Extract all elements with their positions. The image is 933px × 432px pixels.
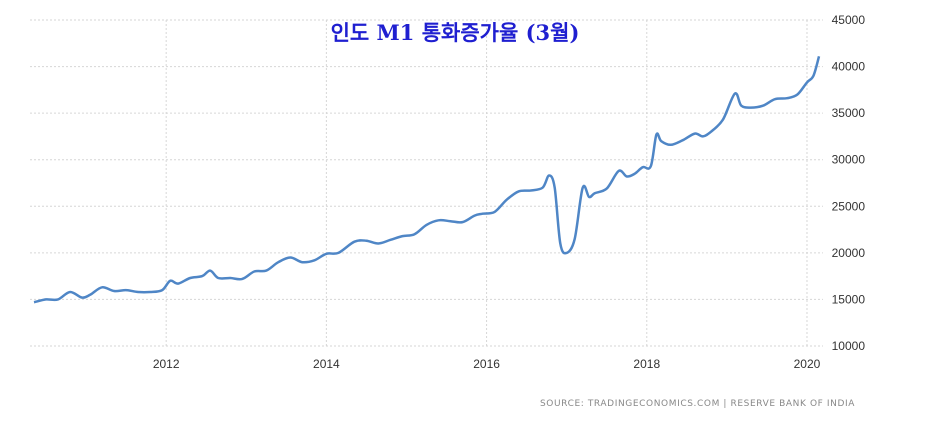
y-tick-label: 40000 xyxy=(832,60,866,74)
x-tick-label: 2016 xyxy=(473,357,500,371)
x-tick-label: 2012 xyxy=(153,357,180,371)
y-tick-label: 45000 xyxy=(832,13,866,27)
y-tick-label: 15000 xyxy=(832,292,866,306)
y-tick-label: 35000 xyxy=(832,106,866,120)
chart-title: 인도 M1 통화증가율 (3월) xyxy=(331,20,580,45)
x-axis: 2012 2014 2016 2018 2020 xyxy=(153,357,821,371)
x-tick-label: 2018 xyxy=(633,357,660,371)
y-axis: 10000 15000 20000 25000 30000 35000 40000 45000 xyxy=(832,13,866,353)
x-tick-label: 2020 xyxy=(794,357,821,371)
series-line xyxy=(33,55,821,304)
y-tick-label: 10000 xyxy=(832,339,866,353)
y-tick-label: 20000 xyxy=(832,246,866,260)
y-tick-label: 25000 xyxy=(832,199,866,213)
x-tick-label: 2014 xyxy=(313,357,340,371)
y-tick-label: 30000 xyxy=(832,153,866,167)
grid xyxy=(30,19,823,347)
source-note: SOURCE: TRADINGECONOMICS.COM | RESERVE B… xyxy=(540,399,855,409)
